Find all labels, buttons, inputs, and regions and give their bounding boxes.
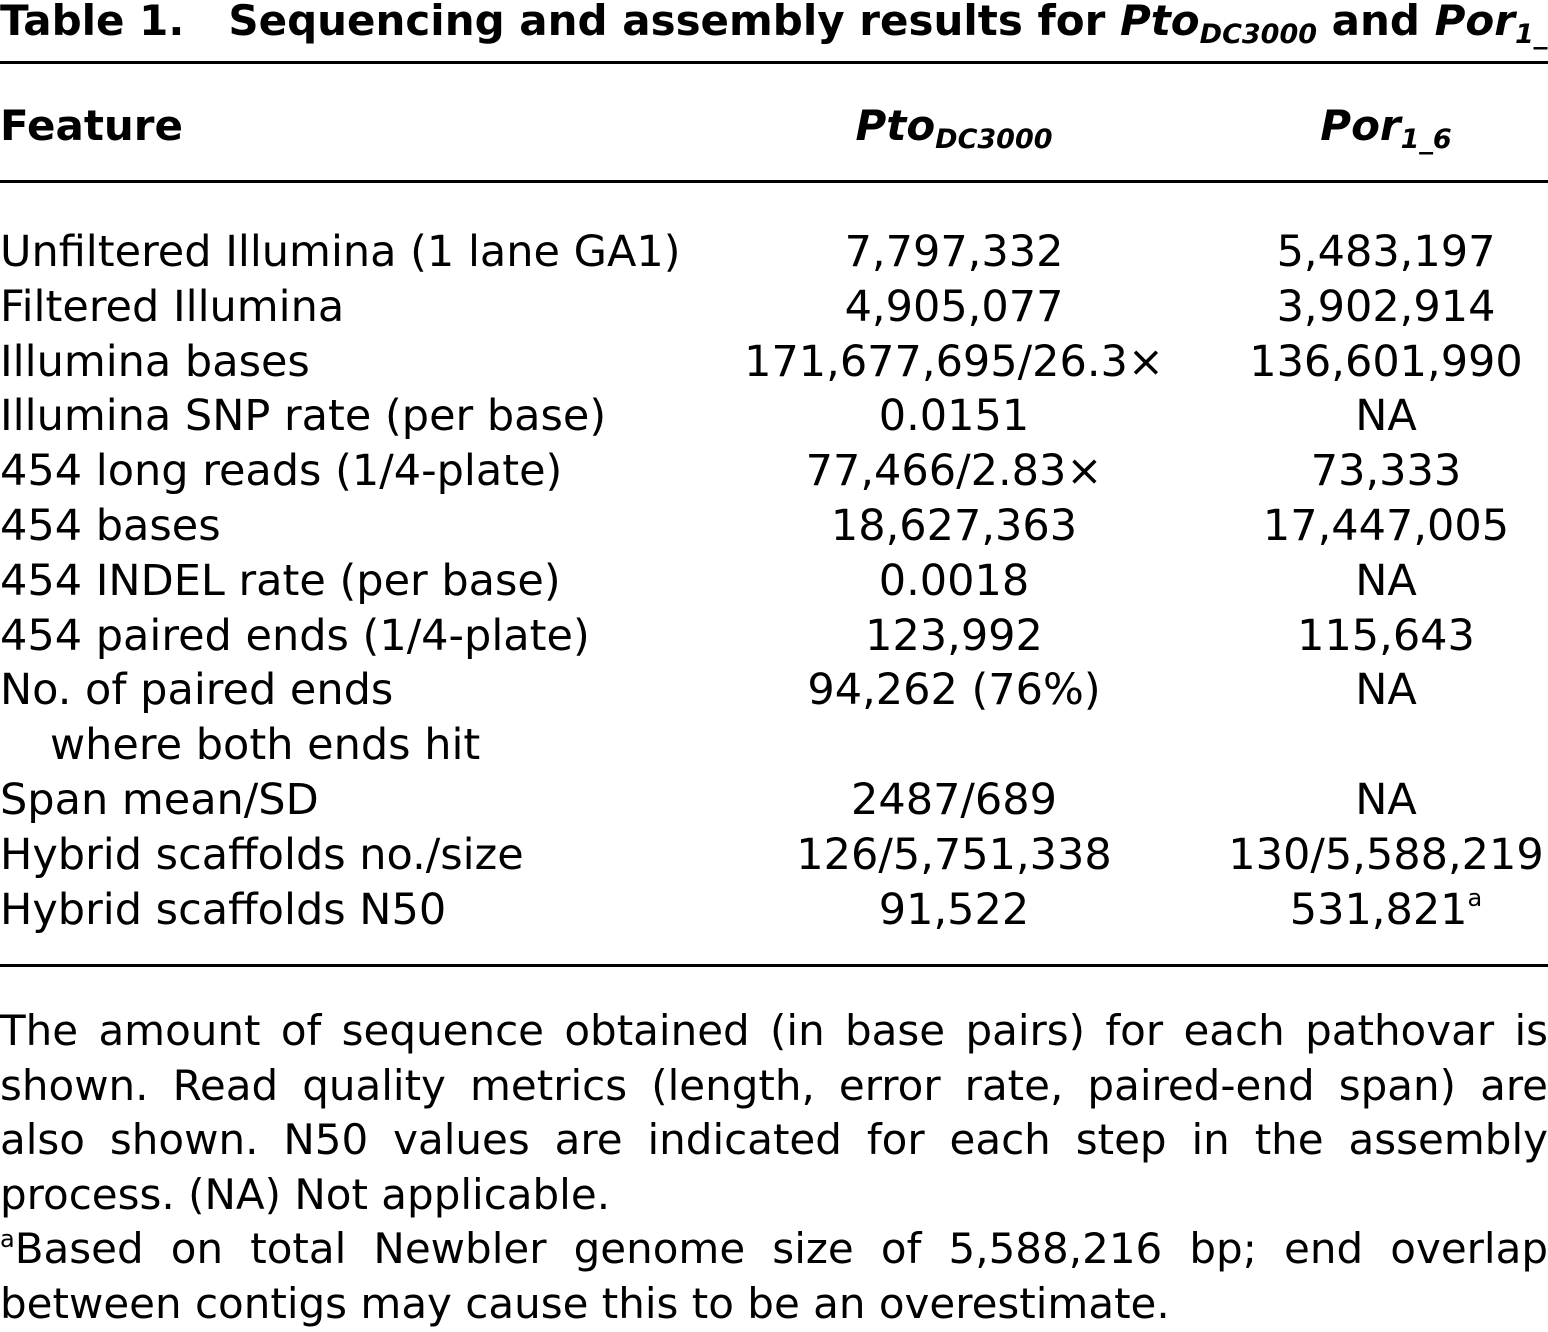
feature-cell: Hybrid scaffolds no./size xyxy=(0,829,524,880)
pto-cell: 0.0151 xyxy=(878,391,1030,442)
header-rule xyxy=(0,180,1548,183)
table-row: 454 long reads (1/4-plate) 77,466/2.83× … xyxy=(0,444,1548,499)
title-mid: and xyxy=(1317,0,1435,45)
table-row: Filtered Illumina 4,905,077 3,902,914 xyxy=(0,280,1548,335)
top-rule xyxy=(0,61,1548,64)
table-row: 454 bases 18,627,363 17,447,005 xyxy=(0,499,1548,554)
table-footnote: aBased on total Newbler genome size of 5… xyxy=(0,1222,1548,1331)
feature-cell: 454 paired ends (1/4-plate) xyxy=(0,610,590,661)
por-cell: NA xyxy=(1355,774,1417,825)
feature-cell: Span mean/SD xyxy=(0,774,319,825)
feature-cell: Unfiltered Illumina (1 lane GA1) xyxy=(0,227,681,277)
por-cell-value: 531,821 xyxy=(1289,884,1468,935)
pto-cell: 91,522 xyxy=(878,884,1030,935)
por-cell: 17,447,005 xyxy=(1262,500,1510,551)
header-feature: Feature xyxy=(0,101,183,150)
table-row: Illumina bases 171,677,695/26.3× 136,601… xyxy=(0,335,1548,390)
footnote-text: Based on total Newbler genome size of 5,… xyxy=(0,1224,1548,1328)
table-row: No. of paired ends where both ends hit 94… xyxy=(0,663,1548,773)
pto-cell: 18,627,363 xyxy=(830,500,1078,551)
table-label: Table 1. xyxy=(0,0,185,45)
table-row: Illumina SNP rate (per base) 0.0151 NA xyxy=(0,389,1548,444)
footnote-mark: a xyxy=(0,1225,15,1254)
title-species-2: Por1_6 xyxy=(1434,0,1548,48)
feature-cell: Illumina SNP rate (per base) xyxy=(0,391,607,442)
feature-cell: Illumina bases xyxy=(0,336,310,387)
por-cell: 136,601,990 xyxy=(1249,336,1523,387)
title-species-1-name: Pto xyxy=(1119,0,1200,45)
feature-cell: 454 INDEL rate (per base) xyxy=(0,555,561,606)
feature-cell: 454 long reads (1/4-plate) xyxy=(0,446,563,497)
table-row: Hybrid scaffolds N50 91,522 531,821a xyxy=(0,883,1548,938)
pto-cell: 0.0018 xyxy=(878,555,1030,606)
por-cell: 73,333 xyxy=(1310,446,1462,497)
por-cell: 115,643 xyxy=(1297,610,1475,661)
pto-cell: 4,905,077 xyxy=(844,281,1064,332)
header-por-subscript: 1_6 xyxy=(1400,124,1452,155)
header-por-name: Por xyxy=(1320,101,1401,150)
header-pto-name: Pto xyxy=(855,101,936,150)
pto-cell: 126/5,751,338 xyxy=(796,829,1112,880)
table-notes: The amount of sequence obtained (in base… xyxy=(0,1004,1548,1332)
feature-cell: Hybrid scaffolds N50 xyxy=(0,884,447,935)
header-por: Por1_6 xyxy=(1320,100,1452,155)
por-cell: 130/5,588,219 xyxy=(1228,829,1544,880)
table-body: Unfiltered Illumina (1 lane GA1) 7,797,3… xyxy=(0,225,1548,937)
pto-cell: 171,677,695/26.3× xyxy=(744,336,1164,387)
title-prefix: Sequencing and assembly results for xyxy=(228,0,1120,45)
por-cell: 5,483,197 xyxy=(1276,227,1496,277)
por-cell: NA xyxy=(1355,555,1417,606)
table-caption-note: The amount of sequence obtained (in base… xyxy=(0,1006,1548,1219)
title-species-1-subscript: DC3000 xyxy=(1199,19,1318,50)
por-cell: 3,902,914 xyxy=(1276,281,1496,332)
feature-cell-line-2: where both ends hit xyxy=(50,720,481,771)
title-species-2-subscript: 1_6 xyxy=(1514,19,1548,50)
pto-cell: 123,992 xyxy=(865,610,1043,661)
title-species-1: PtoDC3000 xyxy=(1119,0,1317,48)
feature-cell: No. of paired ends where both ends hit xyxy=(0,663,480,773)
feature-cell: 454 bases xyxy=(0,500,221,551)
table-row: 454 paired ends (1/4-plate) 123,992 115,… xyxy=(0,609,1548,664)
title-species-2-name: Por xyxy=(1434,0,1515,45)
por-cell: 531,821a xyxy=(1290,883,1483,938)
feature-cell: Filtered Illumina xyxy=(0,281,345,332)
table-row: Unfiltered Illumina (1 lane GA1) 7,797,3… xyxy=(0,225,1548,280)
table-row: 454 INDEL rate (per base) 0.0018 NA xyxy=(0,554,1548,609)
por-cell: NA xyxy=(1355,391,1417,442)
pto-cell: 7,797,332 xyxy=(844,227,1064,277)
table-row: Hybrid scaffolds no./size 126/5,751,338 … xyxy=(0,828,1548,883)
header-pto-subscript: DC3000 xyxy=(935,124,1053,155)
footnote-marker: a xyxy=(1467,883,1483,912)
table-row: Span mean/SD 2487/689 NA xyxy=(0,773,1548,828)
feature-cell-line-1: No. of paired ends xyxy=(0,665,394,716)
pto-cell: 2487/689 xyxy=(851,774,1057,825)
pto-cell: 77,466/2.83× xyxy=(805,446,1103,497)
por-cell: NA xyxy=(1355,665,1417,716)
header-pto: PtoDC3000 xyxy=(855,100,1053,155)
bottom-rule xyxy=(0,964,1548,967)
table-title: Table 1. Sequencing and assembly results … xyxy=(0,0,1548,48)
pto-cell: 94,262 (76%) xyxy=(807,665,1101,716)
